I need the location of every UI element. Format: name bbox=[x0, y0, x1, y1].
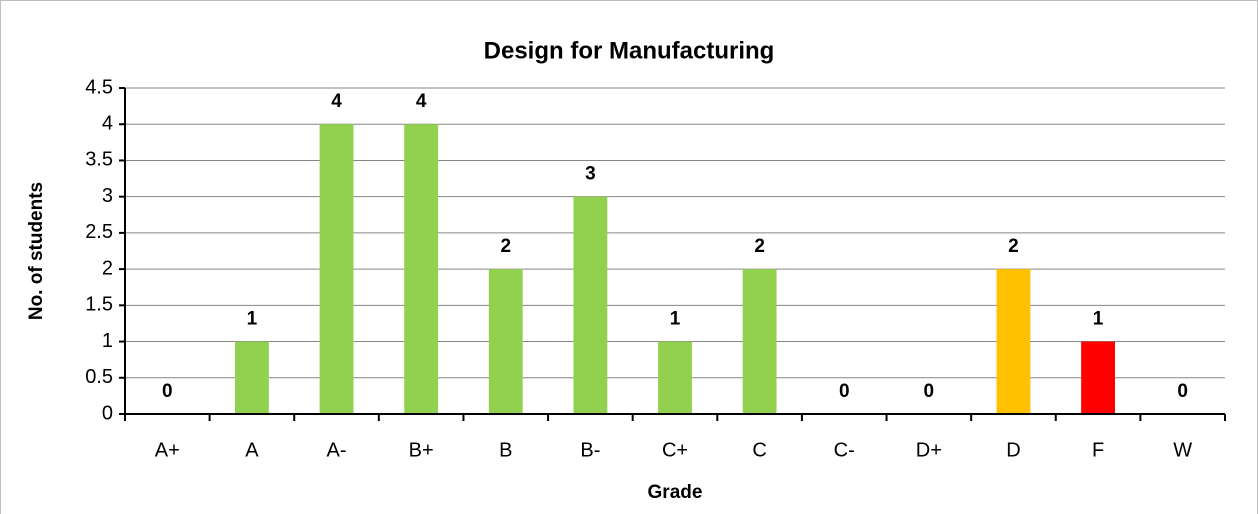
data-label: 1 bbox=[247, 309, 258, 330]
bar bbox=[319, 124, 354, 414]
bar bbox=[404, 124, 439, 414]
y-tick-label: 1.5 bbox=[85, 294, 113, 316]
x-tick-label: A bbox=[245, 439, 259, 461]
x-tick-label: D+ bbox=[916, 439, 942, 461]
x-tick-label: B bbox=[499, 439, 512, 461]
bar bbox=[742, 269, 777, 414]
data-label: 0 bbox=[839, 381, 850, 402]
data-label: 0 bbox=[162, 381, 173, 402]
x-tick-label: D bbox=[1006, 439, 1020, 461]
y-axis-label: No. of students bbox=[26, 182, 47, 320]
data-label: 1 bbox=[1093, 309, 1104, 330]
data-label: 4 bbox=[416, 91, 427, 112]
bar bbox=[658, 341, 692, 414]
y-tick-label: 1 bbox=[102, 330, 113, 352]
chart-title: Design for Manufacturing bbox=[484, 37, 775, 64]
data-label: 2 bbox=[754, 236, 765, 257]
y-tick-label: 2 bbox=[102, 257, 113, 279]
x-tick-label: W bbox=[1173, 439, 1192, 461]
x-tick-label: C+ bbox=[662, 439, 688, 461]
x-tick-label: A+ bbox=[155, 439, 180, 461]
data-label: 1 bbox=[670, 309, 681, 330]
y-tick-label: 4 bbox=[102, 113, 113, 135]
data-label: 0 bbox=[1177, 381, 1188, 402]
data-label: 4 bbox=[331, 91, 342, 112]
bar bbox=[1081, 341, 1115, 414]
bar bbox=[488, 269, 523, 414]
y-tick-label: 3 bbox=[102, 185, 113, 207]
x-tick-label: B+ bbox=[409, 439, 434, 461]
bar bbox=[235, 341, 269, 414]
data-label: 3 bbox=[585, 164, 596, 185]
x-tick-label: C- bbox=[834, 439, 855, 461]
y-tick-label: 2.5 bbox=[85, 221, 113, 243]
y-tick-label: 4.5 bbox=[85, 76, 113, 98]
data-label: 2 bbox=[1008, 236, 1019, 257]
y-tick-label: 0.5 bbox=[85, 366, 113, 388]
y-tick-label: 3.5 bbox=[85, 149, 113, 171]
bar bbox=[996, 269, 1031, 414]
y-tick-label: 0 bbox=[102, 402, 113, 424]
x-axis-label: Grade bbox=[648, 482, 703, 503]
data-label: 2 bbox=[500, 236, 511, 257]
data-label: 0 bbox=[924, 381, 935, 402]
x-tick-label: A- bbox=[327, 439, 347, 461]
x-tick-label: C bbox=[752, 439, 766, 461]
bar bbox=[573, 196, 608, 414]
x-tick-label: B- bbox=[580, 439, 600, 461]
x-tick-label: F bbox=[1092, 439, 1104, 461]
